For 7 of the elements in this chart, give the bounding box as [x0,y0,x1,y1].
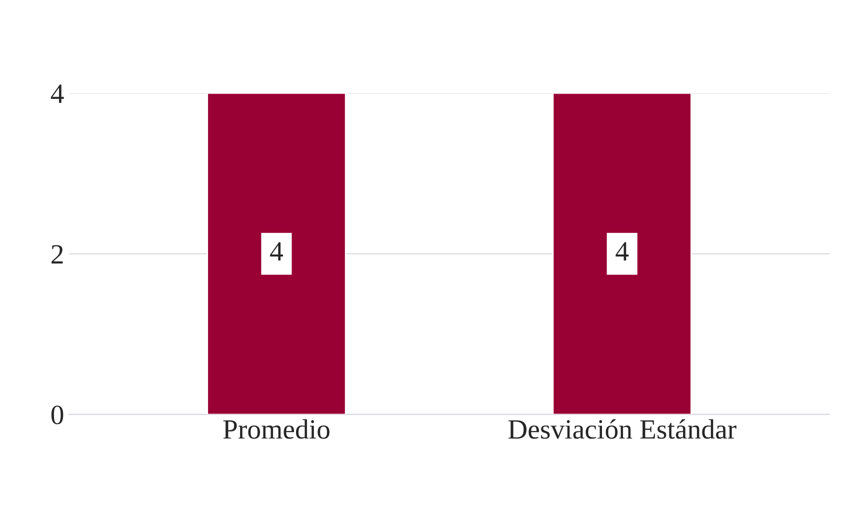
y-tick-label: 2 [52,245,63,264]
y-tick-label: 0 [51,406,64,424]
x-tick-label: Promedio [223,419,330,439]
y-tick-label: 4 [50,84,64,103]
x-tick-label: Desviación Estándar [508,419,736,439]
data-label: 4 [270,242,283,260]
data-label: 4 [616,242,629,260]
